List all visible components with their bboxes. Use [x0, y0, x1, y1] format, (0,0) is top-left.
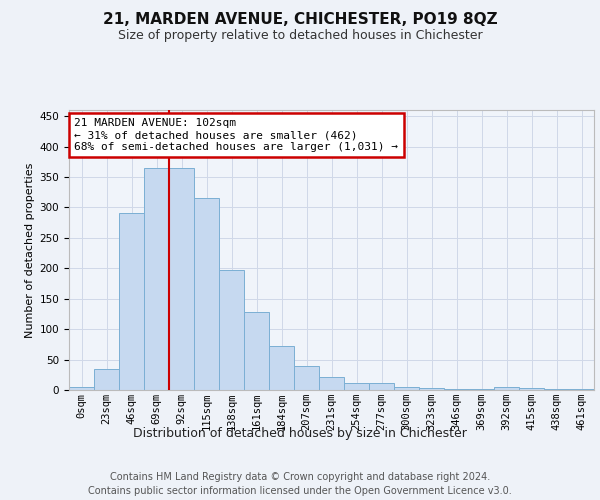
Bar — [344, 382, 369, 390]
Bar — [219, 270, 244, 390]
Bar — [544, 389, 569, 390]
Text: 21, MARDEN AVENUE, CHICHESTER, PO19 8QZ: 21, MARDEN AVENUE, CHICHESTER, PO19 8QZ — [103, 12, 497, 28]
Y-axis label: Number of detached properties: Number of detached properties — [25, 162, 35, 338]
Bar — [194, 198, 219, 390]
Bar — [119, 214, 144, 390]
Text: Size of property relative to detached houses in Chichester: Size of property relative to detached ho… — [118, 29, 482, 42]
Bar — [269, 346, 294, 390]
Bar — [369, 382, 394, 390]
Bar — [319, 376, 344, 390]
Bar — [419, 388, 444, 390]
Bar — [244, 312, 269, 390]
Bar — [94, 368, 119, 390]
Text: Contains HM Land Registry data © Crown copyright and database right 2024.
Contai: Contains HM Land Registry data © Crown c… — [88, 472, 512, 496]
Bar — [294, 366, 319, 390]
Text: Distribution of detached houses by size in Chichester: Distribution of detached houses by size … — [133, 428, 467, 440]
Bar — [69, 387, 94, 390]
Bar — [519, 388, 544, 390]
Bar — [144, 168, 169, 390]
Bar — [394, 387, 419, 390]
Bar — [494, 387, 519, 390]
Bar — [169, 168, 194, 390]
Bar — [469, 389, 494, 390]
Text: 21 MARDEN AVENUE: 102sqm
← 31% of detached houses are smaller (462)
68% of semi-: 21 MARDEN AVENUE: 102sqm ← 31% of detach… — [74, 118, 398, 152]
Bar — [444, 389, 469, 390]
